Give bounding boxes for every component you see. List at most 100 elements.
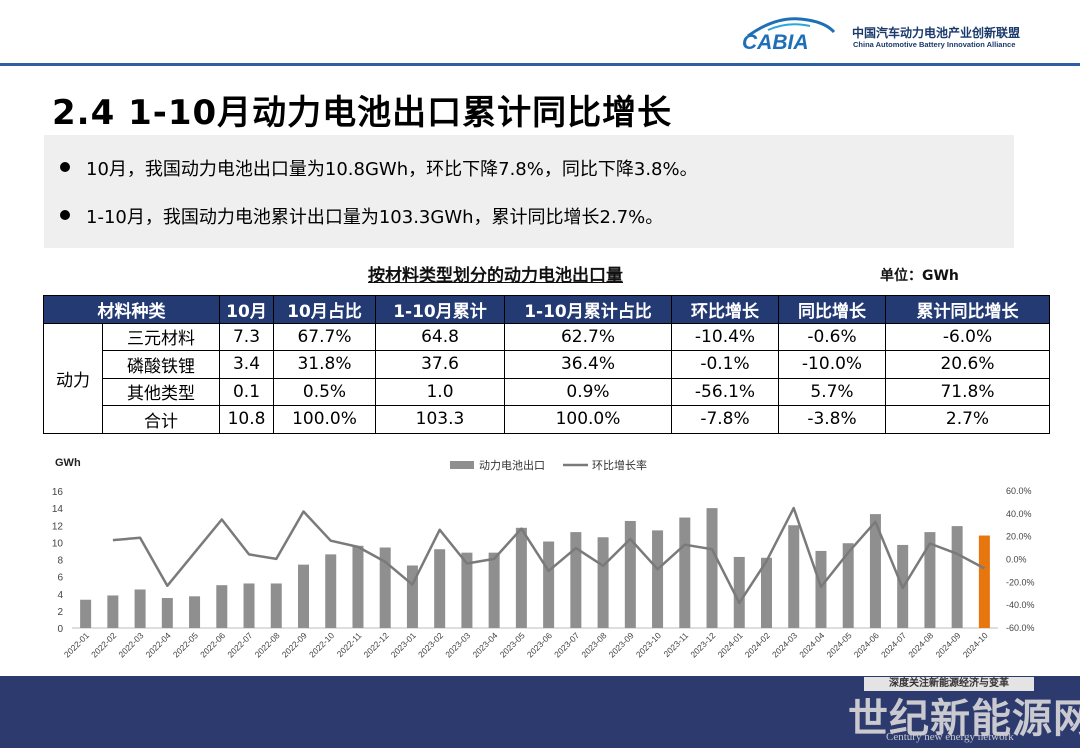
export-table: 材料种类 10月 10月占比 1-10月累计 1-10月累计占比 环比增长 同比…	[43, 295, 1050, 434]
bar	[461, 552, 473, 628]
y2-tick-label: 20.0%	[1006, 532, 1032, 542]
table-cell: -0.1%	[671, 350, 779, 379]
table-title: 按材料类型划分的动力电池出口量	[368, 266, 623, 286]
bar	[869, 514, 881, 628]
bar	[978, 535, 990, 628]
y-tick-label: 2	[57, 607, 63, 618]
bar	[406, 565, 418, 628]
table-cell: 37.6	[375, 350, 505, 379]
x-tick-label: 2024-03	[770, 630, 799, 659]
table-cell: 31.8%	[273, 350, 376, 379]
x-tick-label: 2023-01	[389, 630, 418, 659]
x-tick-label: 2022-06	[198, 630, 227, 659]
table-cell: 71.8%	[885, 377, 1050, 406]
bar	[134, 589, 146, 628]
x-tick-label: 2023-09	[607, 630, 636, 659]
table-cell: -10.4%	[671, 322, 779, 351]
x-tick-label: 2023-07	[552, 630, 581, 659]
table-cell: 20.6%	[885, 350, 1050, 379]
bar	[706, 508, 718, 628]
y-tick-label: 12	[52, 521, 64, 532]
x-tick-label: 2023-03	[443, 630, 472, 659]
x-tick-label: 2024-09	[933, 630, 962, 659]
bar	[652, 530, 664, 628]
x-tick-label: 2023-02	[416, 630, 445, 659]
table-cell: -56.1%	[671, 377, 779, 406]
y-tick-label: 0	[57, 624, 63, 635]
x-tick-label: 2022-09	[280, 630, 309, 659]
table-cell: -7.8%	[671, 405, 779, 434]
x-tick-label: 2022-04	[144, 630, 173, 659]
y-axis-title: GWh	[55, 457, 81, 469]
column-header: 累计同比增长	[885, 295, 1050, 324]
y2-tick-label: -40.0%	[1006, 600, 1035, 610]
table-cell: 1.0	[375, 377, 505, 406]
y-tick-label: 14	[52, 504, 64, 515]
bar	[815, 550, 827, 628]
bar	[951, 526, 963, 628]
table-cell: 100.0%	[504, 405, 672, 434]
table-cell: 5.7%	[778, 377, 886, 406]
bullet-dot-icon	[60, 162, 70, 172]
bar	[379, 547, 391, 628]
x-tick-label: 2023-04	[470, 630, 499, 659]
table-cell: 103.3	[375, 405, 505, 434]
table-cell: 0.5%	[273, 377, 376, 406]
column-header: 环比增长	[671, 295, 779, 324]
table-cell: 合计	[102, 405, 220, 434]
bar	[761, 557, 772, 628]
column-header: 材料种类	[43, 295, 220, 324]
x-tick-label: 2023-06	[525, 630, 554, 659]
x-tick-label: 2024-01	[716, 630, 745, 659]
table-cell: 10.8	[219, 405, 274, 434]
svg-text:CABIA: CABIA	[742, 31, 809, 54]
legend-bar-swatch	[450, 461, 474, 469]
bar	[352, 545, 364, 628]
table-cell: 36.4%	[504, 350, 672, 379]
x-tick-label: 2024-08	[906, 630, 935, 659]
cabia-logo: CABIA	[742, 17, 836, 54]
bullet-dot-icon	[60, 210, 70, 220]
table-cell: 0.9%	[504, 377, 672, 406]
header-divider	[0, 63, 1080, 66]
org-name-en: China Automotive Battery Innovation Alli…	[853, 40, 1016, 49]
bar	[597, 537, 609, 628]
table-cell: 64.8	[375, 322, 505, 351]
y2-tick-label: 0.0%	[1006, 555, 1027, 565]
table-cell: 三元材料	[102, 322, 220, 351]
x-tick-label: 2022-07	[225, 630, 254, 659]
y2-tick-label: 40.0%	[1006, 509, 1032, 519]
x-tick-label: 2022-03	[116, 630, 145, 659]
column-header: 10月	[219, 295, 274, 324]
table-cell: 磷酸铁锂	[102, 350, 220, 379]
table-row: 磷酸铁锂 3.4 31.8% 37.6 36.4% -0.1% -10.0% 2…	[44, 350, 1050, 379]
y2-tick-label: 60.0%	[1006, 486, 1032, 496]
x-tick-label: 2024-07	[879, 630, 908, 659]
x-tick-label: 2024-02	[743, 630, 772, 659]
bar	[216, 585, 228, 628]
x-tick-label: 2023-12	[688, 630, 717, 659]
group-label-cell: 动力	[43, 322, 103, 434]
table-cell: -0.6%	[778, 322, 886, 351]
y-tick-label: 6	[57, 573, 63, 584]
bar	[298, 564, 309, 628]
export-chart: GWh 0 2 4 6 8 10 12 14 16 -60.0% -40.0% -20.0% 0.0% 20…	[52, 457, 1035, 659]
x-tick-label: 2022-08	[253, 630, 282, 659]
column-header: 10月占比	[273, 295, 376, 324]
table-cell: 62.7%	[504, 322, 672, 351]
x-tick-label: 2022-02	[89, 630, 118, 659]
x-tick-label: 2022-01	[62, 630, 91, 659]
bar	[842, 543, 854, 628]
bar	[243, 583, 255, 628]
x-tick-label: 2022-12	[361, 630, 390, 659]
bar	[189, 596, 201, 628]
table-cell: -10.0%	[778, 350, 886, 379]
y2-tick-label: -60.0%	[1006, 623, 1035, 633]
bar	[80, 599, 92, 628]
table-cell: 2.7%	[885, 405, 1050, 434]
watermark-tagline: 深度关注新能源经济与变革	[864, 677, 1034, 691]
column-header: 同比增长	[778, 295, 886, 324]
legend-label: 动力电池出口	[479, 458, 545, 472]
bar	[570, 532, 582, 628]
table-unit: 单位：GWh	[880, 268, 959, 284]
